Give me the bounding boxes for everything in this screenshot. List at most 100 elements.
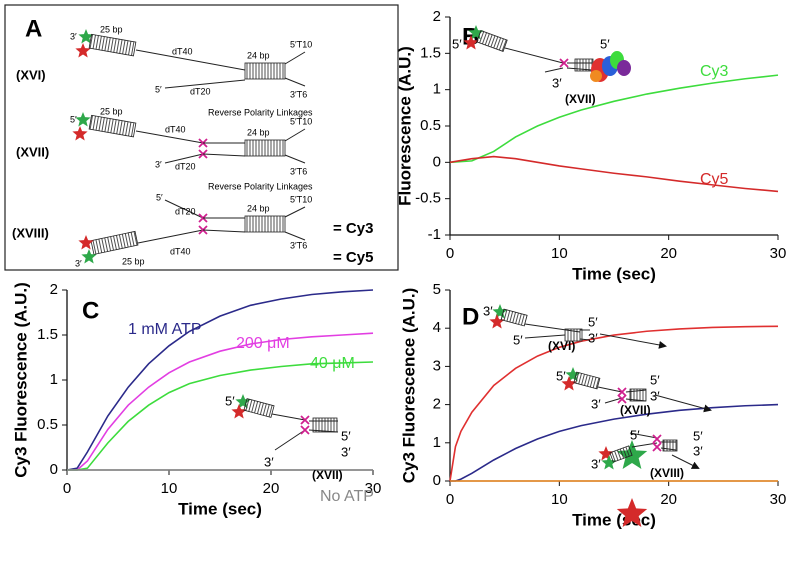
y-tick-label: 0	[433, 153, 441, 170]
x-tick-label: 0	[446, 245, 454, 262]
inset-label: 5′	[225, 393, 235, 408]
label: 3′	[70, 31, 77, 41]
y-tick-label: 0.5	[37, 416, 58, 433]
label: dT20	[190, 86, 211, 96]
y-tick-label: 1.5	[37, 326, 58, 343]
inset-d: 3′ 5′ 3′ 5′ (XVI) 5′ 5′ 3′ 3′ (XVII) 5′ …	[483, 303, 710, 480]
y-tick-label: 2	[433, 8, 441, 25]
chart: 0 1 2 3 4 5 0 10 20 30 Time (sec) Cy3 Fluorescence …	[399, 281, 786, 530]
data-line	[450, 403, 779, 482]
y-tick-label: 0	[433, 472, 441, 489]
inset-label: (XVI)	[548, 339, 575, 353]
inset-label: 5′	[693, 428, 703, 443]
series-label: Cy3	[700, 63, 729, 80]
x-tick-label: 20	[263, 480, 280, 497]
series-label: 1 mM ATP	[128, 321, 202, 338]
inset-label: 3′	[552, 75, 562, 90]
y-axis-title: Fluorescence (A.U.)	[395, 46, 414, 206]
x-tick-label: 30	[365, 480, 382, 497]
inset-label: 5′	[588, 314, 598, 329]
inset-label: 5′	[630, 427, 640, 442]
series-label: No ATP	[320, 488, 374, 505]
legend-label: = Cy5	[333, 249, 373, 266]
label: 5′	[155, 84, 162, 94]
label: 5′T10	[290, 39, 312, 49]
panel-letter: D	[462, 303, 479, 330]
y-tick-label: 4	[433, 319, 441, 336]
x-axis-title: Time (sec)	[572, 510, 656, 529]
inset-label: 5′	[600, 36, 610, 51]
label: 3′T6	[290, 240, 307, 250]
label: 25 bp	[122, 256, 145, 266]
label: 24 bp	[247, 127, 270, 137]
label: 3′	[155, 159, 162, 169]
inset-label: 5′	[341, 428, 351, 443]
y-tick-label: 2	[50, 281, 58, 298]
y-tick-label: -0.5	[415, 190, 441, 207]
label: 5′T10	[290, 116, 312, 126]
inset-c: 5′ 5′ 3′ 3′ (XVII)	[225, 393, 351, 482]
inset-label: (XVII)	[565, 92, 596, 106]
y-tick-label: 0.5	[420, 117, 441, 134]
y-tick-label: 1	[433, 434, 441, 451]
inset-label: 3′	[588, 330, 598, 345]
label: 3′T6	[290, 89, 307, 99]
label: 24 bp	[247, 203, 270, 213]
series-label: Cy5	[700, 171, 729, 188]
label: dT20	[175, 206, 196, 216]
inset-label: 5′	[556, 368, 566, 383]
inset-label: (XVII)	[620, 403, 651, 417]
inset-b: 5′ 5′ 3′ (XVII)	[452, 25, 631, 106]
label: 25 bp	[100, 106, 123, 116]
data-line	[67, 332, 374, 471]
label: (XVIII)	[12, 225, 49, 240]
data-line	[449, 325, 779, 482]
label: 3′T6	[290, 166, 307, 176]
label: 5′T10	[290, 194, 312, 204]
legend-label: = Cy3	[333, 220, 373, 237]
y-tick-label: 0	[50, 461, 58, 478]
y-axis-title: Cy3 Fluorescence (A.U.)	[11, 282, 30, 478]
panel-a: A 3′ 25 bp dT40 24 bp 5′T10 5′ dT20 3′T6…	[4, 4, 648, 527]
y-tick-label: 1.5	[420, 44, 441, 61]
x-tick-label: 30	[770, 245, 787, 262]
inset-label: 5′	[452, 36, 462, 51]
panel-letter: A	[25, 15, 42, 42]
inset-label: 3′	[264, 454, 274, 469]
y-tick-label: 1	[433, 81, 441, 98]
x-tick-label: 0	[446, 491, 454, 508]
x-tick-label: 10	[551, 491, 568, 508]
inset-label: 3′	[591, 396, 601, 411]
data-line	[67, 361, 374, 471]
y-tick-label: 1	[50, 371, 58, 388]
y-tick-label: 2	[433, 396, 441, 413]
data-line	[66, 289, 374, 471]
inset-label: 3′	[650, 388, 660, 403]
label: dT40	[172, 46, 193, 56]
data-line	[449, 155, 779, 193]
y-tick-label: 3	[433, 357, 441, 374]
x-axis-title: Time (sec)	[572, 264, 656, 283]
y-tick-label: -1	[428, 226, 441, 243]
inset-label: 3′	[483, 303, 493, 318]
inset-label: 5′	[513, 332, 523, 347]
label: 24 bp	[247, 50, 270, 60]
x-tick-label: 10	[161, 480, 178, 497]
y-axis-title: Cy3 Fluorescence (A.U.)	[399, 288, 418, 484]
label: Reverse Polarity Linkages	[208, 181, 313, 191]
label: 5′	[156, 192, 163, 202]
inset-label: 5′	[650, 372, 660, 387]
inset-label: (XVIII)	[650, 466, 684, 480]
x-tick-label: 10	[551, 245, 568, 262]
label: (XVI)	[16, 67, 46, 82]
x-tick-label: 0	[63, 480, 71, 497]
series-label: 200 μM	[236, 335, 290, 352]
panel-letter: C	[82, 297, 99, 324]
label: Reverse Polarity Linkages	[208, 107, 313, 117]
data-line	[449, 74, 779, 164]
inset-label: 3′	[693, 443, 703, 458]
x-axis-title: Time (sec)	[178, 499, 262, 518]
x-tick-label: 30	[770, 491, 787, 508]
